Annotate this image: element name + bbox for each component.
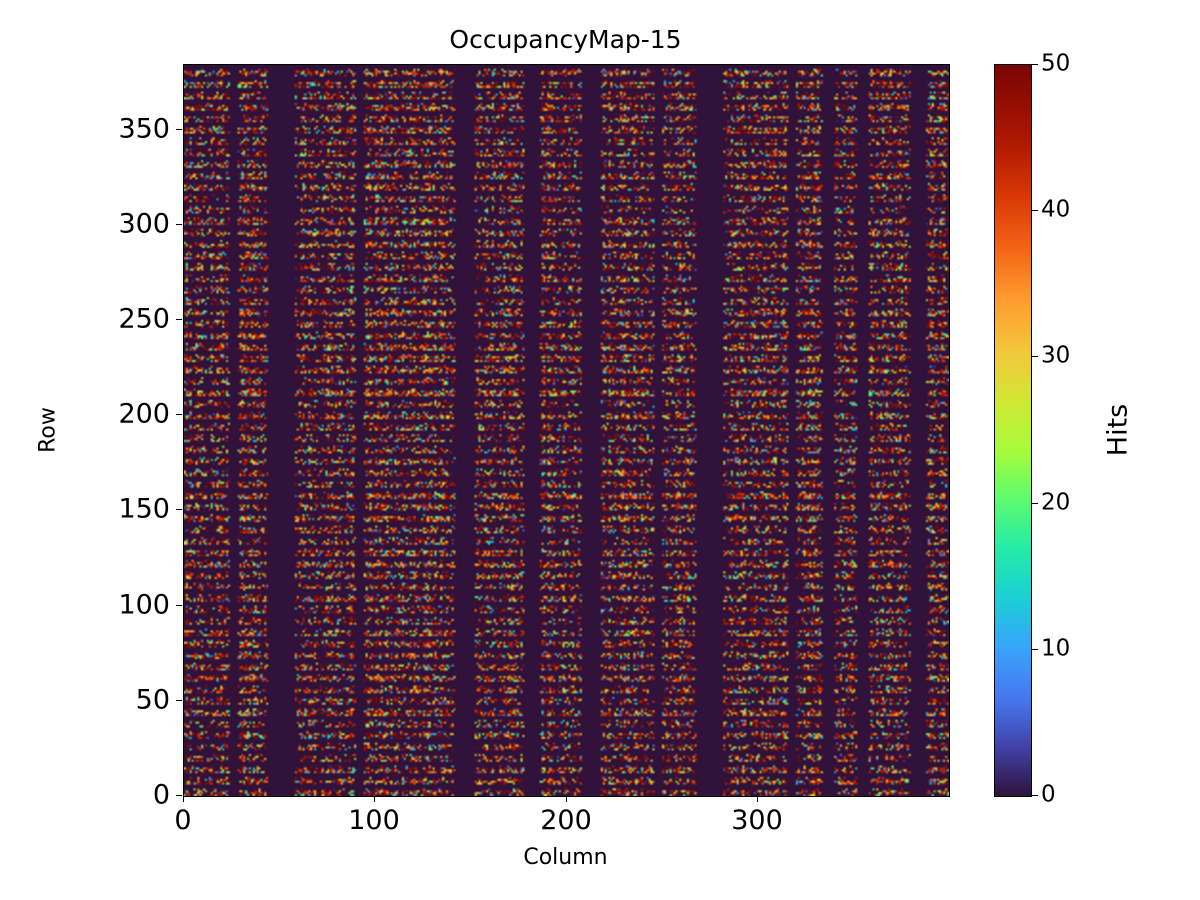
y-tick-label: 150	[118, 493, 170, 525]
x-axis-label: Column	[523, 845, 608, 870]
colorbar-tick-label: 40	[1041, 196, 1071, 223]
x-tick-label: 100	[348, 805, 400, 836]
y-tick-label: 200	[118, 398, 170, 430]
x-tick-label: 300	[731, 805, 783, 836]
y-tick-label: 0	[152, 779, 170, 811]
y-tick-mark	[176, 129, 182, 130]
colorbar-tick-mark	[1032, 210, 1038, 211]
colorbar-tick-mark	[1032, 503, 1038, 504]
y-tick-mark	[176, 795, 182, 796]
colorbar[interactable]	[994, 64, 1032, 797]
colorbar-tick-label: 20	[1041, 489, 1071, 516]
y-tick-mark	[176, 224, 182, 225]
colorbar-tick-label: 50	[1041, 50, 1071, 77]
heatmap-plot-area[interactable]	[183, 64, 950, 797]
colorbar-tick-mark	[1032, 64, 1038, 65]
y-tick-label: 300	[118, 208, 170, 240]
y-tick-label: 50	[135, 684, 170, 716]
y-tick-mark	[176, 700, 182, 701]
colorbar-tick-mark	[1032, 795, 1038, 796]
colorbar-tick-label: 30	[1041, 342, 1071, 369]
colorbar-label: Hits	[1102, 403, 1134, 456]
y-tick-label: 350	[118, 113, 170, 145]
x-tick-label: 0	[174, 805, 192, 836]
x-tick-mark	[757, 796, 758, 802]
colorbar-tick-mark	[1032, 356, 1038, 357]
colorbar-tick-mark	[1032, 649, 1038, 650]
chart-title: OccupancyMap-15	[449, 25, 682, 54]
x-tick-mark	[374, 796, 375, 802]
y-axis-label: Row	[35, 406, 61, 453]
y-tick-label: 250	[118, 303, 170, 335]
x-tick-mark	[566, 796, 567, 802]
y-tick-label: 100	[118, 589, 170, 621]
colorbar-tick-label: 0	[1041, 781, 1056, 808]
colorbar-tick-label: 10	[1041, 635, 1071, 662]
y-tick-mark	[176, 605, 182, 606]
colorbar-gradient	[995, 65, 1031, 796]
y-tick-mark	[176, 319, 182, 320]
x-tick-mark	[183, 796, 184, 802]
x-tick-label: 200	[540, 805, 592, 836]
y-tick-mark	[176, 509, 182, 510]
heatmap-image	[184, 65, 949, 796]
y-tick-mark	[176, 414, 182, 415]
